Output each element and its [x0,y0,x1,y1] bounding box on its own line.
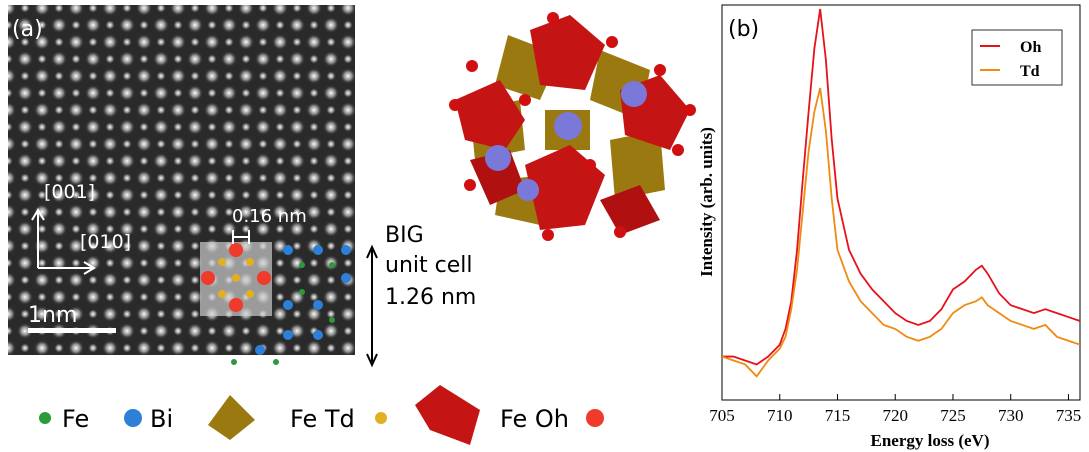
x-tick-label: 725 [940,406,966,425]
oh-icon [415,385,480,445]
scale-bar-label: 1nm [28,303,77,328]
spacing-marker [232,230,250,244]
legend-label: Fe [62,405,89,433]
cell-arrow [366,244,378,368]
legend-label: Td [1020,63,1040,80]
legend-label: Bi [150,405,173,433]
x-axis-label: Energy loss (eV) [871,431,990,450]
legend-label: Fe Oh [500,405,569,433]
spacing-label: 0.16 nm [232,206,307,227]
legend-label: Oh [1020,39,1041,56]
series-line [722,8,1081,366]
crystal-structure [449,12,696,241]
bi-icon [124,409,142,427]
cell-label: 1.26 nm [385,285,476,310]
series-line [721,87,1081,378]
cell-label: unit cell [385,253,472,278]
direction-label: [001] [44,181,95,203]
td-dot [375,412,387,424]
legend-label: Fe Td [290,405,355,433]
scale-bar [28,328,116,333]
atom-overlay [201,243,351,365]
y-axis-label: Intensity (arb. units) [697,127,716,277]
panel-label: (a) [12,17,43,42]
stem-image [8,5,355,355]
plot-frame [721,4,1081,401]
direction-label: [010] [80,231,131,253]
x-tick-label: 720 [882,406,908,425]
x-tick-label: 710 [767,406,793,425]
cell-label: BIG [385,223,424,248]
td-icon [208,395,255,440]
legend-box [971,29,1063,86]
axis-arrows [31,208,96,275]
fe-icon [39,412,51,424]
x-tick-label: 730 [998,406,1024,425]
x-tick-label: 715 [825,406,851,425]
oh-dot [586,409,604,427]
panel-label: (b) [728,17,759,42]
x-tick-label: 705 [709,406,735,425]
x-tick-label: 735 [1056,406,1082,425]
